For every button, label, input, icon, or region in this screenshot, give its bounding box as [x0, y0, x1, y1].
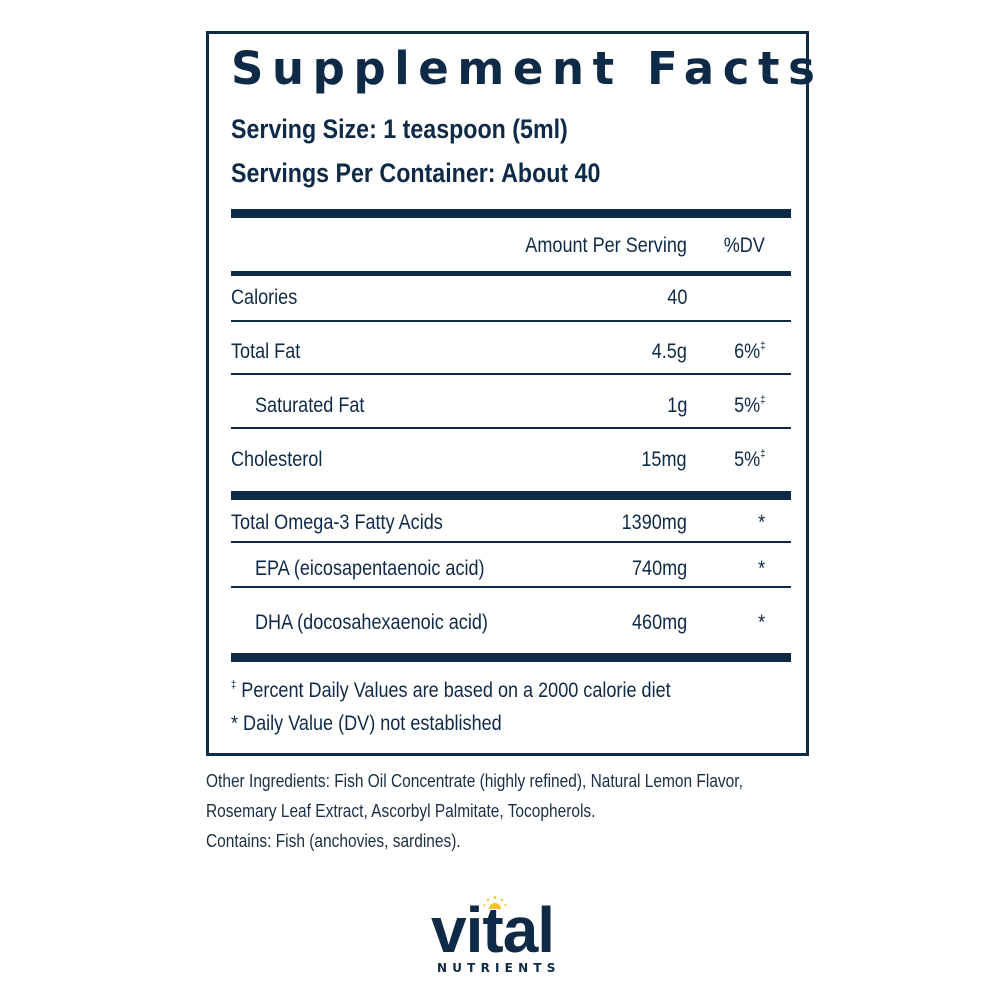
nutrient-dv: 5%‡ — [733, 448, 765, 471]
nutrient-dv: * — [757, 511, 765, 534]
divider-medium — [231, 271, 791, 276]
divider-thick — [231, 653, 791, 662]
sun-icon — [483, 896, 507, 909]
nutrient-dv: 5%‡ — [733, 394, 765, 417]
servings-per-container: Servings Per Container: About 40 — [231, 158, 601, 188]
footnote-dv-basis: ‡ Percent Daily Values are based on a 20… — [231, 679, 671, 702]
nutrient-dv: 6%‡ — [733, 340, 765, 363]
header-amount: Amount Per Serving — [525, 234, 687, 257]
divider-thick — [231, 491, 791, 500]
nutrient-name: Total Omega-3 Fatty Acids — [231, 511, 443, 534]
brand-name: vital — [431, 894, 555, 966]
nutrient-row: Cholesterol 15mg 5%‡ — [231, 445, 791, 475]
nutrient-amount: 1g — [666, 394, 687, 417]
nutrient-amount: 4.5g — [651, 340, 687, 363]
supplement-facts-panel: Supplement Facts Serving Size: 1 teaspoo… — [206, 31, 815, 756]
nutrient-row: EPA (eicosapentaenoic acid) 740mg * — [231, 554, 791, 584]
nutrient-amount: 15mg — [641, 448, 687, 471]
nutrient-amount: 740mg — [631, 557, 687, 580]
divider-thin — [231, 320, 791, 322]
nutrient-name: DHA (docosahexaenoic acid) — [255, 611, 488, 634]
divider-thin — [231, 427, 791, 429]
nutrient-amount: 40 — [666, 286, 687, 309]
allergen-contains: Contains: Fish (anchovies, sardines). — [206, 831, 461, 851]
nutrient-dv: * — [757, 557, 765, 580]
nutrient-amount: 460mg — [631, 611, 687, 634]
other-ingredients-line1: Other Ingredients: Fish Oil Concentrate … — [206, 771, 743, 791]
divider-thin — [231, 541, 791, 543]
brand-subtitle: NUTRIENTS — [437, 961, 561, 975]
nutrient-name: EPA (eicosapentaenoic acid) — [255, 557, 485, 580]
nutrient-row: Calories 40 — [231, 283, 791, 313]
nutrient-name: Calories — [231, 286, 298, 309]
other-ingredients-line2: Rosemary Leaf Extract, Ascorbyl Palmitat… — [206, 801, 596, 821]
nutrient-row: Saturated Fat 1g 5%‡ — [231, 391, 791, 421]
nutrient-row: DHA (docosahexaenoic acid) 460mg * — [231, 608, 791, 638]
header-dv: %DV — [723, 234, 765, 257]
nutrient-row: Total Fat 4.5g 6%‡ — [231, 337, 791, 367]
divider-thick — [231, 209, 791, 218]
divider-thin — [231, 586, 791, 588]
footnote-dv-not-established: * Daily Value (DV) not established — [231, 712, 502, 735]
serving-size: Serving Size: 1 teaspoon (5ml) — [231, 114, 568, 144]
panel-title: Supplement Facts — [231, 42, 824, 95]
nutrient-name: Total Fat — [231, 340, 301, 363]
nutrient-dv: * — [757, 611, 765, 634]
brand-logo: vital NUTRIENTS — [431, 896, 591, 982]
divider-thin — [231, 373, 791, 375]
nutrient-name: Cholesterol — [231, 448, 323, 471]
nutrient-amount: 1390mg — [621, 511, 687, 534]
column-header: Amount Per Serving %DV — [231, 231, 791, 261]
nutrient-name: Saturated Fat — [255, 394, 365, 417]
nutrient-row: Total Omega-3 Fatty Acids 1390mg * — [231, 508, 791, 538]
